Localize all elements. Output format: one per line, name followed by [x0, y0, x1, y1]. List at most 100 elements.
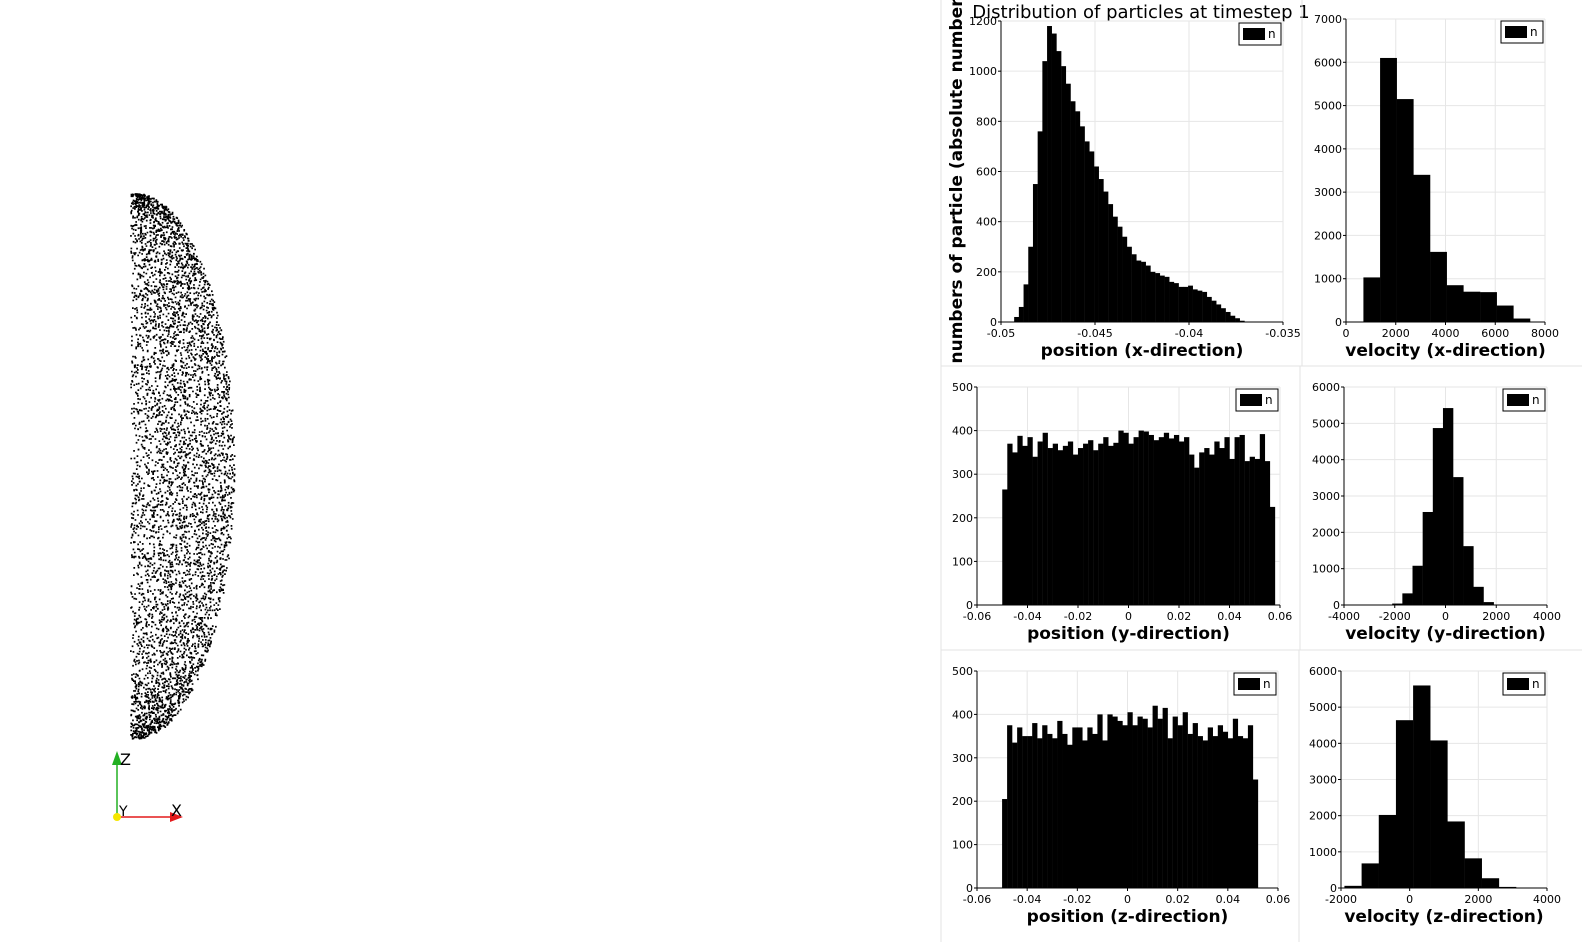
histogram-panel-1[interactable]: -0.05 -0.045 -0.04 -0.035 0 200 400 600 800 1000 1…: [969, 15, 1301, 361]
histogram-bar: [1344, 885, 1362, 888]
histogram-bar: [1230, 315, 1236, 322]
histogram-bar: [1224, 437, 1230, 605]
histogram-bar: [1207, 727, 1213, 888]
histogram-bar: [1464, 858, 1482, 888]
y-tick-label: 300: [952, 468, 973, 481]
histogram-bar: [1269, 506, 1276, 605]
y-tick-label: 4000: [1314, 143, 1342, 156]
histogram-bar: [1197, 290, 1203, 322]
x-tick-label: 4000: [1533, 610, 1561, 623]
y-tick-label: 1000: [1309, 846, 1337, 859]
histogram-bar: [1164, 276, 1170, 322]
histogram-bar: [1498, 886, 1517, 888]
histogram-bar: [1179, 441, 1185, 605]
y-tick-label: 400: [976, 216, 997, 229]
histogram-bar: [1147, 727, 1153, 888]
histogram-panel-2[interactable]: 0 2000 4000 6000 8000 0 1000 2000 3000 4000 5000 60…: [1314, 13, 1559, 361]
histogram-bar: [1229, 458, 1235, 605]
x-axis-label: position (z-direction): [1027, 907, 1229, 927]
histogram-bar: [1378, 814, 1397, 888]
x-tick-label: 0: [1343, 327, 1350, 340]
figure-title: Distribution of particles at timestep 1: [972, 2, 1309, 23]
histogram-bar: [1103, 191, 1109, 322]
histogram-bar: [1079, 126, 1085, 322]
x-tick-label: -0.04: [1013, 610, 1041, 623]
histogram-bar: [1473, 586, 1484, 605]
histogram-panel-6[interactable]: -2000 0 2000 40000100020003000400050006000v…: [1309, 665, 1561, 927]
y-tick-label: 4000: [1309, 737, 1337, 750]
histogram-bar: [1042, 432, 1048, 605]
histogram-bar: [1192, 723, 1198, 888]
histogram-panel-5[interactable]: -0.06 -0.04 -0.02 0 0.02 0.04 0.06 0 100 200 300 40…: [952, 665, 1290, 927]
histogram-bar: [1234, 437, 1240, 605]
y-tick-label: 3000: [1312, 490, 1340, 503]
histogram-bar: [1432, 428, 1444, 605]
histogram-bar: [1168, 438, 1175, 605]
histogram-bar: [1057, 450, 1064, 605]
histogram-bar: [1131, 254, 1137, 322]
histogram-bar: [1002, 489, 1008, 605]
legend: n: [1502, 672, 1546, 696]
histogram-bar: [1002, 799, 1008, 888]
x-tick-label: 0: [1124, 893, 1131, 906]
x-tick-label: 0: [1442, 610, 1449, 623]
legend-label: n: [1530, 25, 1538, 39]
legend-swatch: [1505, 26, 1527, 38]
histogram-bar: [1017, 435, 1023, 605]
histogram-bar: [1027, 437, 1033, 605]
histogram-bar: [1159, 275, 1165, 322]
histogram-bar: [1172, 716, 1178, 888]
histogram-bar: [1216, 304, 1222, 322]
histogram-bar: [1133, 437, 1139, 605]
legend: n: [1502, 388, 1546, 412]
y-tick-label: 100: [952, 839, 973, 852]
histogram-bar: [1206, 296, 1212, 322]
y-tick-label: 0: [990, 316, 997, 329]
histogram-bar: [1209, 454, 1215, 605]
histogram-panel-4[interactable]: -4000 -2000 0 2000 4000 0 1000 2000 3000 4000 5000…: [1312, 381, 1561, 644]
y-tick-label: 400: [952, 708, 973, 721]
histogram-bar: [1137, 716, 1143, 888]
histogram-bar: [1183, 286, 1189, 322]
y-tick-label: 4000: [1312, 454, 1340, 467]
x-tick-label: 0.04: [1217, 610, 1242, 623]
y-tick-label: 800: [976, 115, 997, 128]
histogram-bar: [1396, 99, 1414, 322]
histogram-bar: [1167, 738, 1173, 888]
histogram-bar: [1089, 151, 1095, 322]
particle-3d-view[interactable]: Z Y X: [0, 0, 940, 942]
y-axis-letter: Y: [118, 804, 128, 820]
histogram-bar: [1157, 718, 1163, 888]
y-tick-label: 0: [1335, 316, 1342, 329]
histogram-bar: [1430, 251, 1447, 322]
z-axis-arrowhead: [112, 751, 122, 765]
legend-label: n: [1265, 393, 1273, 407]
histogram-bar: [1032, 184, 1038, 322]
y-tick-label: 600: [976, 166, 997, 179]
x-tick-label: 2000: [1482, 610, 1510, 623]
histogram-bar: [1117, 720, 1123, 888]
histogram-panel-3[interactable]: -0.06 -0.04 -0.02 0 0.02 0.04 0.06 0 100 200 300 40…: [952, 381, 1292, 644]
histogram-bar: [1239, 434, 1245, 605]
histogram-bar: [1136, 260, 1142, 322]
x-tick-label: -0.035: [1265, 327, 1300, 340]
y-tick-label: 400: [952, 425, 973, 438]
histogram-bar: [1483, 602, 1494, 605]
histogram-bar: [1197, 736, 1203, 888]
legend: n: [1500, 20, 1544, 44]
histogram-bar: [1152, 705, 1158, 888]
histogram-bar: [1018, 306, 1024, 322]
histogram-bar: [1219, 448, 1225, 605]
histogram-bar: [1217, 725, 1224, 888]
legend: n: [1238, 22, 1282, 46]
x-tick-label: 6000: [1481, 327, 1509, 340]
histogram-bar: [1249, 456, 1255, 605]
histogram-bar: [1363, 277, 1381, 322]
histogram-bar: [1187, 733, 1193, 888]
histogram-bar: [1014, 316, 1020, 322]
histogram-bar: [1247, 725, 1254, 888]
legend-swatch: [1238, 678, 1260, 690]
histogram-bar: [1446, 285, 1464, 322]
histogram-bar: [1028, 246, 1034, 322]
histogram-bar: [1047, 733, 1053, 888]
